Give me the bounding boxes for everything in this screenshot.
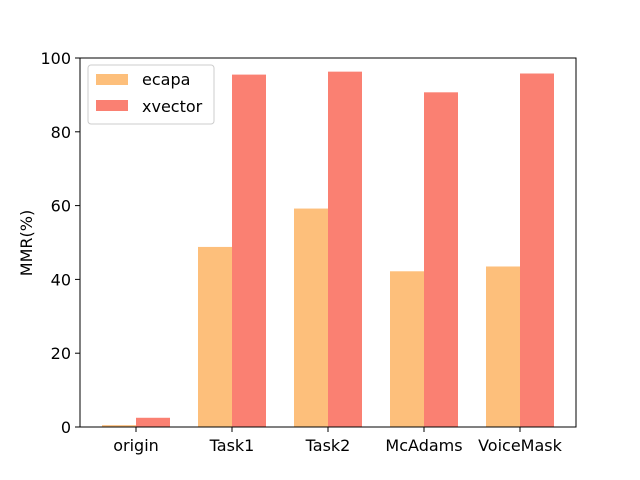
x-tick-label: origin [113, 436, 159, 455]
bar-ecapa-McAdams [390, 271, 424, 427]
y-axis-label: MMR(%) [17, 210, 36, 276]
bar-xvector-Task1 [232, 74, 266, 427]
y-axis: 0 20 40 60 80 100 [40, 49, 80, 437]
bar-ecapa-origin [102, 425, 136, 427]
bar-ecapa-Task1 [198, 246, 232, 427]
bars-layer [102, 71, 554, 428]
legend-swatch-xvector [96, 100, 128, 111]
x-tick-label: VoiceMask [478, 436, 563, 455]
x-tick-label: McAdams [385, 436, 462, 455]
bar-ecapa-Task2 [294, 208, 328, 427]
y-tick-label: 100 [40, 49, 71, 68]
bar-xvector-origin [136, 417, 170, 427]
y-tick-label: 80 [51, 123, 71, 142]
y-tick-label: 0 [61, 418, 71, 437]
y-tick-label: 20 [51, 344, 71, 363]
x-tick-label: Task1 [209, 436, 255, 455]
legend-swatch-ecapa [96, 74, 128, 85]
legend-label-ecapa: ecapa [142, 70, 190, 89]
legend: ecapa xvector [87, 64, 215, 125]
legend-label-xvector: xvector [142, 97, 203, 116]
x-tick-label: Task2 [305, 436, 351, 455]
bar-ecapa-VoiceMask [486, 266, 520, 427]
bar-xvector-VoiceMask [520, 73, 554, 428]
bar-xvector-Task2 [328, 71, 362, 427]
y-tick-label: 40 [51, 270, 71, 289]
y-tick-label: 60 [51, 197, 71, 216]
x-axis: origin Task1 Task2 McAdams VoiceMask [113, 427, 563, 455]
bar-xvector-McAdams [424, 92, 458, 427]
